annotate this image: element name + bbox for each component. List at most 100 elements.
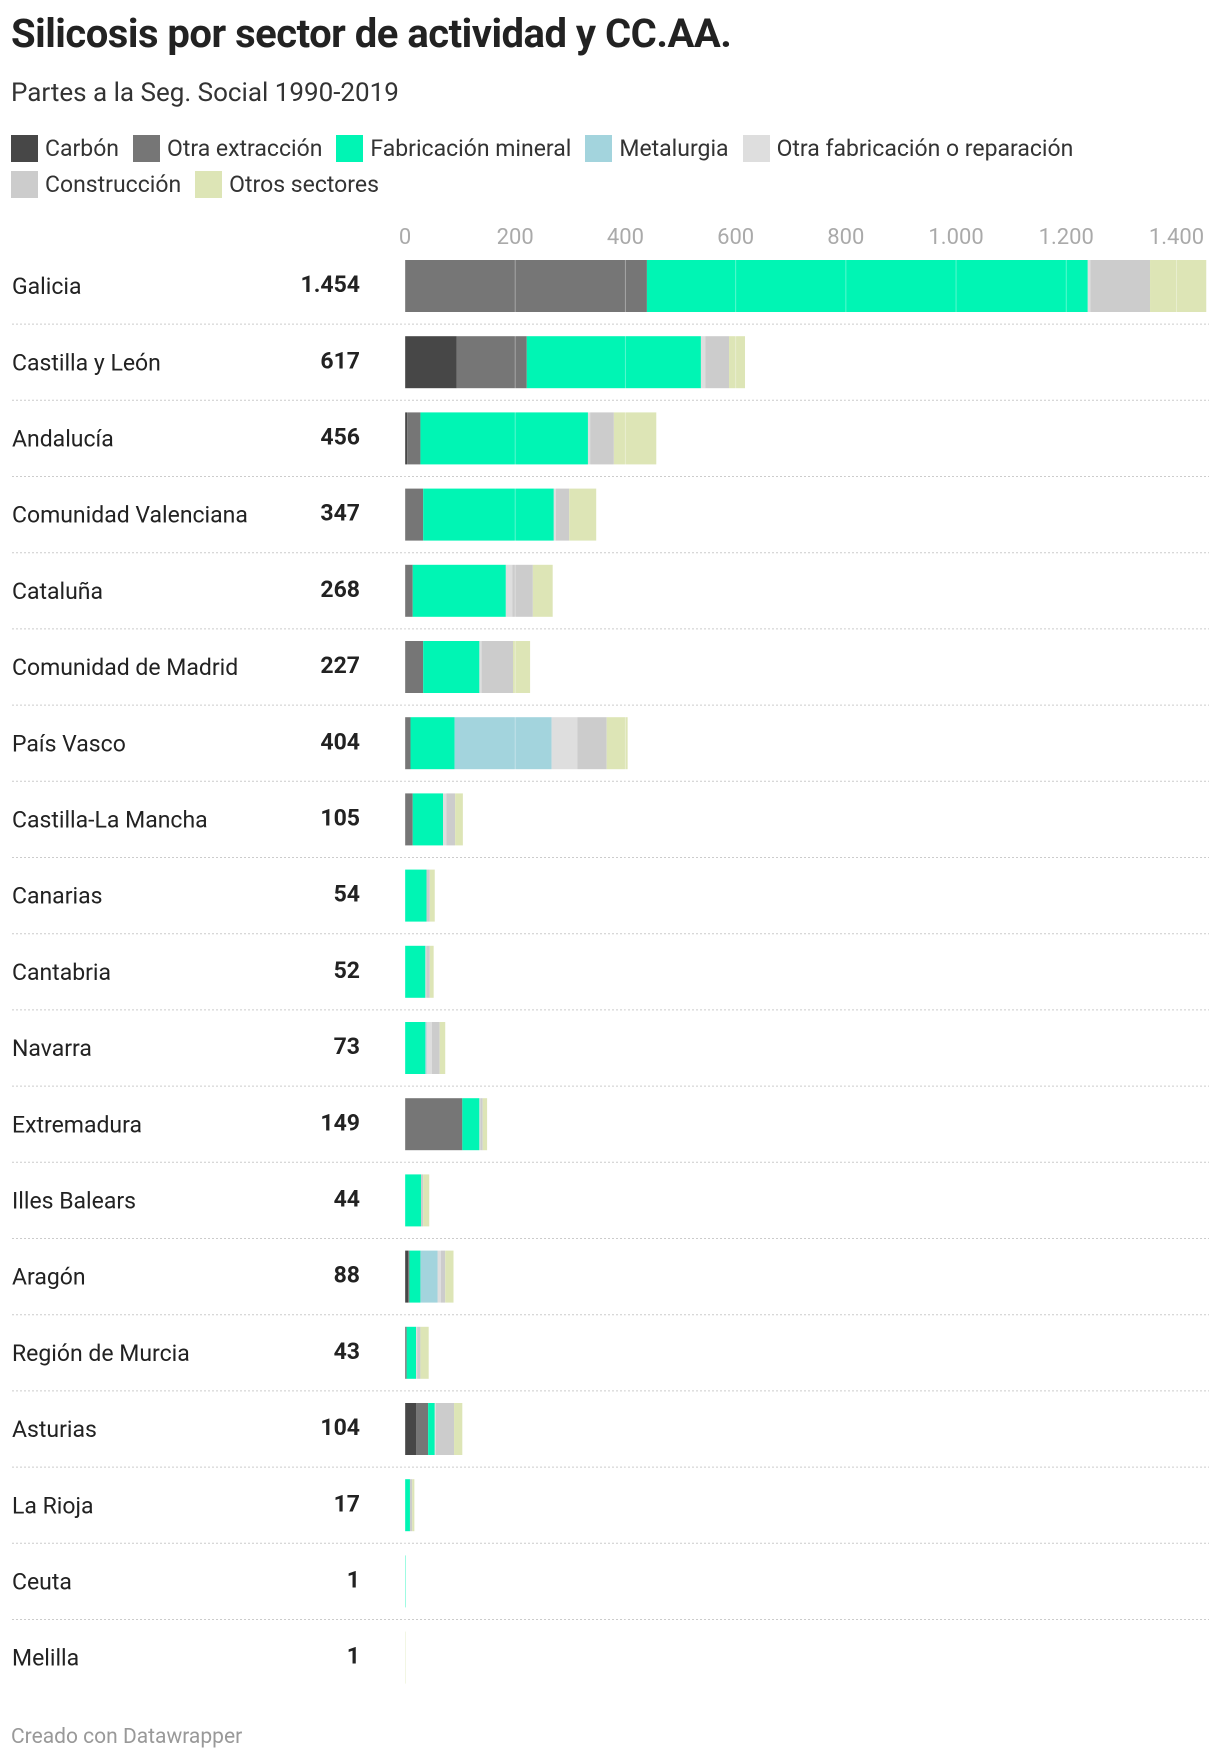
total-label: 227 [320,652,360,679]
bar-segment [646,260,1088,312]
bar-segment [456,336,527,389]
total-label: 1 [347,1643,360,1670]
legend: Carbón Otra extracción Fabricación mineral… [11,134,1206,198]
total-label: 456 [320,423,360,450]
total-label: 1 [347,1566,360,1593]
bar-segment [437,1250,441,1303]
legend-label: Metalurgia [619,134,729,162]
total-label: 43 [334,1338,360,1365]
bar-segment [405,412,408,465]
legend-label: Otra fabricación o reparación [776,134,1074,162]
bar-segment [405,260,647,312]
y-tick-label: Aragón [12,1264,86,1291]
bar-segment [481,641,514,693]
bar-segment [577,717,607,770]
legend-swatch [336,134,364,162]
bar-segment [532,564,553,617]
chart-title: Silicosis por sector de actividad y CC.A… [11,10,732,57]
bar-segment [405,717,411,770]
bar-segment [412,1479,415,1532]
bar-segment [1090,260,1151,312]
bar-segment [425,945,427,998]
total-label: 268 [320,576,360,603]
bar-segment [462,1098,480,1151]
bar-segment [412,564,506,617]
x-tick-label: 400 [607,225,644,250]
bar-segment [416,1403,429,1455]
y-tick-label: Extremadura [12,1111,142,1138]
total-label: 617 [320,347,360,374]
legend-item: Metalurgia [585,134,729,162]
bar-segment [420,1174,424,1227]
total-label: 88 [334,1262,360,1289]
bar-segment [505,564,513,617]
total-label: 73 [334,1033,360,1060]
bar-segment [405,1326,407,1379]
bar-segment [443,793,447,846]
bar-segment [405,564,413,617]
bar-segment [406,1326,417,1379]
bar-segment [613,412,657,465]
bar-segment [553,488,556,541]
legend-label: Otros sectores [229,170,379,198]
bar-segment [420,412,588,465]
total-label: 44 [334,1185,360,1212]
bar-segment [426,869,430,922]
bar-segment [555,488,570,541]
bars [405,260,1207,1684]
bar-segment [405,869,427,922]
bar-segment [423,1174,430,1227]
bar-segment [405,1479,410,1532]
bar-segment [412,793,444,846]
bar-segment [405,945,426,998]
bar-segment [405,336,457,389]
legend-item: Construcción [11,170,181,198]
legend-label: Otra extracción [167,134,323,162]
bar-segment [551,717,578,770]
bar-segment [405,793,413,846]
legend-label: Fabricación mineral [370,134,572,162]
bar-segment [417,1326,421,1379]
bar-segment [434,1403,436,1455]
bar-segment [425,1022,427,1074]
y-tick-label: Región de Murcia [12,1340,190,1367]
total-label: 149 [320,1109,360,1136]
bar-segment [423,641,480,693]
legend-item: Fabricación mineral [336,134,571,162]
x-tick-label: 600 [717,225,754,250]
bar-segment [480,1098,483,1151]
legend-swatch [585,134,613,162]
bar-segment [423,488,554,541]
x-tick-label: 1.000 [928,225,983,250]
y-tick-label: Navarra [12,1035,92,1062]
bar-segment [446,793,456,846]
bar-segment [729,336,746,389]
x-tick-label: 800 [827,225,864,250]
bar-segment [410,717,455,770]
bar-segment [439,1022,446,1074]
bar-segment [405,1022,426,1074]
bar-segment [479,641,482,693]
bar-segment [408,1250,410,1303]
bar-segment [590,412,614,465]
bar-segment [445,1250,454,1303]
y-tick-label: Comunidad Valenciana [12,502,248,529]
total-label: 105 [320,804,360,831]
total-label: 104 [320,1414,360,1441]
legend-item: Otros sectores [195,170,379,198]
bar-segment [420,1326,429,1379]
legend-label: Construcción [45,170,182,198]
y-tick-label: Cantabria [12,959,111,986]
bar-segment [429,869,435,922]
bar-segment [569,488,597,541]
y-tick-label: Asturias [12,1416,97,1443]
legend-swatch [133,134,161,162]
total-label: 54 [334,881,360,908]
bar-segment [1150,260,1207,312]
bar-segment [440,1250,446,1303]
total-label: 404 [320,728,360,755]
chart: 0 200 400 600 800 1.000 1.200 1.400 Galicia 1.454… [12,224,1209,1684]
bar-segment [526,336,701,389]
bar-segment [428,1403,435,1455]
bar-segment [405,1250,409,1303]
